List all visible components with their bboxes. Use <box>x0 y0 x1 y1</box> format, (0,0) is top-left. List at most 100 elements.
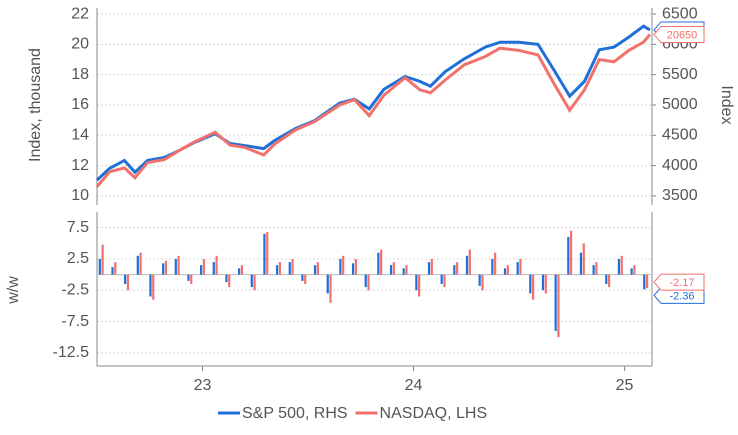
y-tick-label: 18 <box>71 66 89 83</box>
bar <box>275 265 279 275</box>
bar <box>529 274 532 294</box>
bar <box>592 265 595 275</box>
y2-tick-label: 4500 <box>662 127 698 144</box>
bar <box>114 262 117 275</box>
y-tick-label: -2.5 <box>61 281 89 298</box>
bar <box>162 263 165 275</box>
bar <box>532 274 535 300</box>
x-tick-label: 24 <box>405 377 423 394</box>
line-series <box>95 33 652 188</box>
bar <box>456 262 459 275</box>
bar <box>152 274 155 300</box>
bar <box>278 262 281 275</box>
bar <box>468 249 471 275</box>
x-tick-label: 23 <box>194 377 212 394</box>
bar <box>541 274 545 291</box>
bar <box>354 258 357 275</box>
bar <box>630 268 633 275</box>
bar <box>620 255 623 275</box>
bar <box>149 274 152 297</box>
bar <box>263 233 266 275</box>
bar <box>491 258 494 275</box>
bar <box>212 262 215 275</box>
bar <box>595 262 598 275</box>
bar <box>98 258 101 275</box>
bar <box>240 265 243 275</box>
bar <box>253 274 256 291</box>
bar <box>215 255 218 275</box>
bar <box>380 249 383 275</box>
bar <box>136 255 139 275</box>
bar <box>415 274 418 291</box>
bar <box>481 274 484 291</box>
bar <box>351 263 355 275</box>
x-tick-label: 25 <box>616 377 634 394</box>
bar <box>633 265 636 275</box>
bar <box>266 232 269 275</box>
bar <box>605 274 608 284</box>
bar <box>503 268 507 275</box>
y-tick-label: 7.5 <box>67 219 89 236</box>
bar <box>645 274 649 289</box>
y-tick-label: 12 <box>71 157 89 174</box>
bar <box>430 258 433 275</box>
bar <box>139 252 142 275</box>
bar <box>582 243 585 275</box>
bar <box>453 265 456 275</box>
bar <box>579 252 583 275</box>
last-value-label: -2.36 <box>669 290 694 302</box>
bar <box>237 268 241 275</box>
bar <box>101 244 104 275</box>
y2-tick-label: 5000 <box>662 96 698 113</box>
bar <box>478 274 481 286</box>
bar <box>607 274 611 288</box>
last-value-label: 20650 <box>667 29 698 41</box>
bar <box>569 230 573 275</box>
y2-axis-label: Index <box>718 85 735 124</box>
bar <box>389 265 393 275</box>
bar <box>190 274 193 284</box>
bar <box>164 260 168 275</box>
bar <box>402 268 405 275</box>
bar <box>544 274 547 294</box>
bar <box>567 237 570 275</box>
bar <box>392 262 395 275</box>
bar <box>617 258 621 275</box>
y2-tick-label: 5500 <box>662 66 698 83</box>
y2-tick-label: 3500 <box>662 187 698 204</box>
y-tick-label: 10 <box>71 187 89 204</box>
y-axis-label: Index, thousand <box>27 48 44 162</box>
y2-tick-label: 6500 <box>662 5 698 22</box>
bar <box>506 265 509 275</box>
bar <box>465 255 469 275</box>
y-tick-label: 14 <box>71 127 89 144</box>
bar <box>440 274 443 284</box>
bar <box>443 274 446 288</box>
legend-label: S&P 500, RHS <box>242 405 348 422</box>
bar <box>367 274 370 291</box>
bar <box>342 255 345 275</box>
bar <box>643 274 646 290</box>
bar <box>377 252 380 275</box>
bar <box>519 258 522 275</box>
last-value-box <box>653 273 705 291</box>
y-tick-label: 20 <box>71 36 89 53</box>
bar <box>329 274 332 303</box>
last-value-label: -2.17 <box>669 277 694 289</box>
bar <box>516 262 519 275</box>
bar <box>494 252 497 275</box>
bar <box>364 274 367 288</box>
bar <box>124 274 127 284</box>
bar <box>313 265 317 275</box>
y-tick-label: 2.5 <box>67 250 89 267</box>
legend-label: NASDAQ, LHS <box>380 405 488 422</box>
y-tick-label: -7.5 <box>61 313 89 330</box>
bar <box>202 258 206 275</box>
bar <box>228 274 231 288</box>
bar <box>339 258 342 275</box>
bar <box>111 267 114 275</box>
y2-tick-label: 4000 <box>662 157 698 174</box>
last-value-box <box>653 26 705 44</box>
bar <box>288 262 291 275</box>
